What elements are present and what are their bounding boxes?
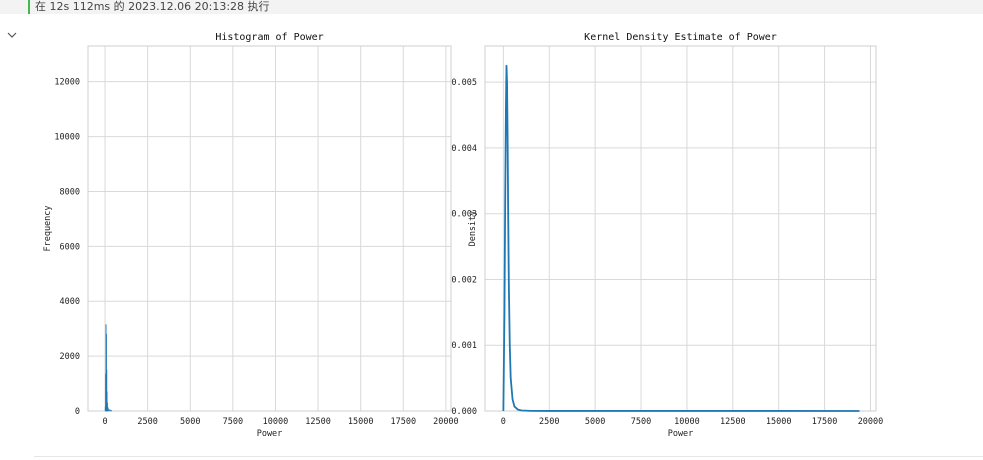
histogram-chart: 0 2500 5000 7500 10000 12500 15000 17500 20000 0 2… <box>43 32 459 439</box>
kde-x-tick-label: 7500 <box>631 417 651 427</box>
hist-x-axis-label: Power <box>257 429 283 439</box>
kde-chart: 0 2500 5000 7500 10000 12500 15000 17500 20000 0.… <box>451 32 883 439</box>
kde-x-tick-label: 17500 <box>812 417 838 427</box>
hist-chart-title: Histogram of Power <box>215 32 323 43</box>
hist-x-tick-label: 12500 <box>305 417 331 427</box>
kde-y-axis-label: Density <box>468 211 478 247</box>
execution-status-bar: 在 12s 112ms 的 2023.12.06 20:13:28 执行 <box>0 0 983 14</box>
kde-density-line <box>502 64 860 412</box>
cell-divider <box>34 456 983 457</box>
hist-y-tick-label: 0 <box>75 407 80 417</box>
hist-y-tick-label: 10000 <box>54 133 80 143</box>
kde-x-tick-label: 2500 <box>539 417 559 427</box>
hist-x-tick-label: 5000 <box>180 417 200 427</box>
kde-y-tick-label: 0.001 <box>451 341 477 351</box>
hist-y-axis-label: Frequency <box>43 205 53 251</box>
kde-y-tick-label: 0.004 <box>451 144 477 154</box>
kde-y-tick-label: 0.000 <box>451 407 477 417</box>
hist-y-tick-label: 4000 <box>60 297 80 307</box>
hist-plot-frame <box>87 45 452 412</box>
kde-x-axis-label: Power <box>668 429 694 439</box>
hist-x-tick-label: 15000 <box>348 417 374 427</box>
histogram-bar <box>109 410 113 412</box>
kde-x-tick-label: 0 <box>501 417 506 427</box>
kde-chart-title: Kernel Density Estimate of Power <box>584 32 777 43</box>
execution-success-indicator <box>28 0 30 14</box>
hist-x-tick-label: 10000 <box>263 417 289 427</box>
kde-y-tick-label: 0.005 <box>451 78 477 88</box>
histogram-bar <box>108 409 111 412</box>
kde-y-tick-label: 0.002 <box>451 275 477 285</box>
execution-status-text: 在 12s 112ms 的 2023.12.06 20:13:28 执行 <box>35 0 270 13</box>
kde-x-tick-label: 20000 <box>858 417 884 427</box>
chevron-down-icon[interactable] <box>7 30 17 40</box>
kde-x-tick-label: 10000 <box>674 417 700 427</box>
hist-x-tick-label: 2500 <box>137 417 157 427</box>
kde-x-tick-label: 12500 <box>720 417 746 427</box>
hist-x-tick-label: 20000 <box>433 417 459 427</box>
histogram-bar <box>107 407 109 412</box>
hist-y-tick-label: 6000 <box>60 242 80 252</box>
kde-plot-frame <box>484 45 877 412</box>
kde-x-tick-label: 5000 <box>585 417 605 427</box>
hist-y-tick-label: 2000 <box>60 352 80 362</box>
kde-x-tick-label: 15000 <box>766 417 792 427</box>
hist-x-tick-label: 17500 <box>390 417 416 427</box>
hist-x-tick-label: 0 <box>102 417 107 427</box>
hist-y-tick-label: 8000 <box>60 187 80 197</box>
hist-y-tick-label: 12000 <box>54 78 80 88</box>
kde-y-tick-label: 0.003 <box>451 210 477 220</box>
hist-x-tick-label: 7500 <box>223 417 243 427</box>
